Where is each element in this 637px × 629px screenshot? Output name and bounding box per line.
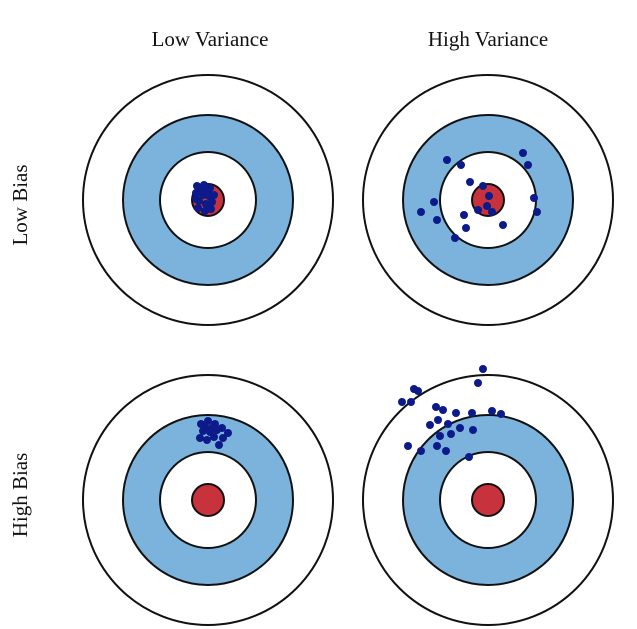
- column-label: Low Variance: [152, 27, 269, 51]
- shot: [426, 421, 434, 429]
- shot: [432, 403, 440, 411]
- shot: [210, 433, 218, 441]
- shot: [444, 420, 452, 428]
- shot: [485, 192, 493, 200]
- column-label: High Variance: [428, 27, 548, 51]
- shot: [533, 208, 541, 216]
- shot: [215, 441, 223, 449]
- shot: [474, 379, 482, 387]
- shot: [417, 208, 425, 216]
- shot: [469, 426, 477, 434]
- shot: [398, 398, 406, 406]
- shot: [434, 416, 442, 424]
- shot: [460, 211, 468, 219]
- shot: [407, 398, 415, 406]
- bullseye: [191, 483, 225, 517]
- shot: [488, 407, 496, 415]
- shot: [433, 216, 441, 224]
- shot: [479, 365, 487, 373]
- shot: [433, 442, 441, 450]
- shot: [451, 234, 459, 242]
- shot: [404, 442, 412, 450]
- shot: [483, 202, 491, 210]
- shot: [207, 205, 215, 213]
- shot: [452, 409, 460, 417]
- shot: [466, 178, 474, 186]
- bullseye: [471, 483, 505, 517]
- shot: [196, 434, 204, 442]
- shot: [203, 436, 211, 444]
- shot: [443, 156, 451, 164]
- shot: [456, 424, 464, 432]
- shot: [457, 161, 465, 169]
- shot: [519, 149, 527, 157]
- shot: [414, 387, 422, 395]
- shot: [462, 224, 470, 232]
- shot: [497, 410, 505, 418]
- shot: [201, 423, 209, 431]
- shot: [192, 195, 200, 203]
- shot: [204, 417, 212, 425]
- shot: [204, 188, 212, 196]
- shot: [208, 198, 216, 206]
- shot: [479, 182, 487, 190]
- shot: [499, 221, 507, 229]
- shot: [194, 204, 202, 212]
- row-label: High Bias: [8, 453, 32, 538]
- shot: [436, 432, 444, 440]
- shot: [430, 198, 438, 206]
- row-label: Low Bias: [8, 164, 32, 245]
- shot: [524, 161, 532, 169]
- shot: [192, 189, 200, 197]
- shot: [465, 453, 473, 461]
- shot: [208, 424, 216, 432]
- shot: [442, 447, 450, 455]
- shot: [530, 194, 538, 202]
- shot: [224, 429, 232, 437]
- shot: [219, 434, 227, 442]
- shot: [439, 406, 447, 414]
- shot: [488, 208, 496, 216]
- shot: [210, 191, 218, 199]
- shot: [417, 447, 425, 455]
- shot: [468, 409, 476, 417]
- shot: [447, 430, 455, 438]
- shot: [474, 206, 482, 214]
